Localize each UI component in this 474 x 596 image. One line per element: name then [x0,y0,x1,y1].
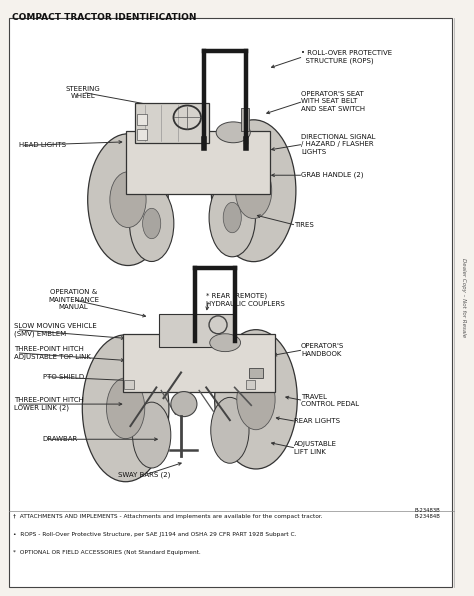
Text: •  ROPS - Roll-Over Protective Structure, per SAE J1194 and OSHA 29 CFR PART 192: • ROPS - Roll-Over Protective Structure,… [13,532,297,536]
Ellipse shape [237,369,275,430]
Text: TRAVEL
CONTROL PEDAL: TRAVEL CONTROL PEDAL [301,394,359,407]
Ellipse shape [216,122,250,143]
Ellipse shape [143,209,161,238]
Ellipse shape [211,398,249,463]
Text: *  OPTIONAL OR FIELD ACCESSORIES (Not Standard Equipment.: * OPTIONAL OR FIELD ACCESSORIES (Not Sta… [13,550,201,554]
Text: STEERING
WHEEL: STEERING WHEEL [65,86,100,99]
Ellipse shape [133,402,171,468]
Text: HEAD LIGHTS: HEAD LIGHTS [19,142,66,148]
Text: Dealer Copy – Not for Resale: Dealer Copy – Not for Resale [461,259,466,337]
Bar [246,380,255,389]
Ellipse shape [82,335,169,482]
Text: DIRECTIONAL SIGNAL
/ HAZARD / FLASHER
LIGHTS: DIRECTIONAL SIGNAL / HAZARD / FLASHER LI… [301,134,375,155]
Text: COMPACT TRACTOR IDENTIFICATION: COMPACT TRACTOR IDENTIFICATION [12,13,196,22]
Text: PTO SHIELD: PTO SHIELD [43,374,84,380]
Ellipse shape [211,120,296,262]
Bar [126,131,270,194]
Text: GRAB HANDLE (2): GRAB HANDLE (2) [301,172,364,178]
Bar [241,108,249,131]
Text: REAR LIGHTS: REAR LIGHTS [294,418,340,424]
Text: OPERATION &
MAINTENANCE
MANUAL: OPERATION & MAINTENANCE MANUAL [48,289,99,311]
Bar [135,103,209,143]
Bar [124,380,134,389]
Text: • ROLL-OVER PROTECTIVE
  STRUCTURE (ROPS): • ROLL-OVER PROTECTIVE STRUCTURE (ROPS) [301,49,392,64]
Ellipse shape [223,203,241,232]
Bar [249,368,263,378]
Text: TIRES: TIRES [294,222,314,228]
Bar [123,334,275,392]
Ellipse shape [236,163,272,219]
Text: SLOW MOVING VEHICLE
(SMV) EMBLEM: SLOW MOVING VEHICLE (SMV) EMBLEM [14,322,97,337]
Text: †  ATTACHMENTS AND IMPLEMENTS - Attachments and implements are available for the: † ATTACHMENTS AND IMPLEMENTS - Attachmen… [13,514,323,519]
Text: B-23483B
B-23484B: B-23483B B-23484B [415,508,441,519]
Ellipse shape [129,185,174,262]
Text: THREE-POINT HITCH
ADJUSTABLE TOP LINK: THREE-POINT HITCH ADJUSTABLE TOP LINK [14,346,91,359]
Ellipse shape [88,134,168,266]
Ellipse shape [171,392,197,417]
Text: SWAY BARS (2): SWAY BARS (2) [118,472,171,478]
Ellipse shape [215,330,297,469]
Text: ADJUSTABLE
LIFT LINK: ADJUSTABLE LIFT LINK [294,442,337,455]
Bar [137,129,147,140]
Text: OPERATOR'S
HANDBOOK: OPERATOR'S HANDBOOK [301,343,344,356]
Ellipse shape [210,334,240,352]
Ellipse shape [209,178,255,257]
Bar [137,114,147,125]
Ellipse shape [107,378,145,439]
Text: DRAWBAR: DRAWBAR [43,436,78,442]
FancyBboxPatch shape [9,18,452,587]
Text: * REAR (REMOTE)
HYDRAULIC COUPLERS: * REAR (REMOTE) HYDRAULIC COUPLERS [206,293,285,307]
Ellipse shape [110,172,146,228]
Bar [159,314,235,347]
Text: THREE-POINT HITCH
LOWER LINK (2): THREE-POINT HITCH LOWER LINK (2) [14,397,84,411]
Text: OPERATOR'S SEAT
WITH SEAT BELT
AND SEAT SWITCH: OPERATOR'S SEAT WITH SEAT BELT AND SEAT … [301,91,365,112]
